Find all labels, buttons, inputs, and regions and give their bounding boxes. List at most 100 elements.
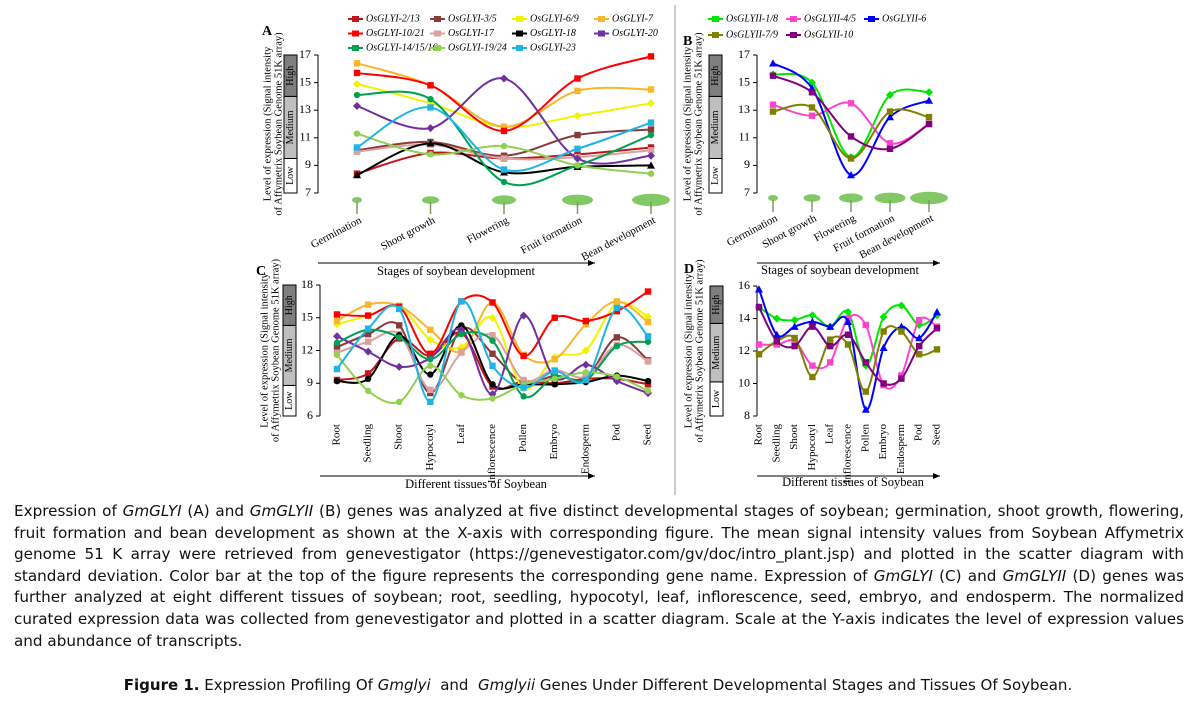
data-point (396, 398, 403, 406)
legend-label: OsGLYI-19/24 (448, 42, 507, 53)
data-point (647, 119, 655, 126)
data-point (808, 311, 817, 320)
data-point (880, 380, 887, 387)
y-axis-label: of Affymetrix Soybean Genome 51K array) (270, 258, 281, 442)
data-point (644, 312, 652, 321)
x-tick-label: Root (753, 424, 765, 445)
text-run: Figure 1. (123, 676, 200, 694)
legend-swatch-marker (434, 30, 441, 37)
data-point (844, 341, 852, 348)
level-band-label: Medium (710, 110, 721, 144)
data-point (647, 147, 655, 154)
text-run: Gmglyi (377, 676, 431, 694)
legend-swatch-marker (712, 32, 719, 38)
legend-label: OsGLYI-10/21 (366, 28, 425, 39)
series-line (356, 55, 652, 132)
legend-swatch-marker (790, 32, 797, 38)
y-tick-label: 16 (738, 278, 750, 292)
legend-swatch-marker (516, 16, 523, 22)
data-point (427, 82, 434, 89)
legend-label: OsGLYII-4/5 (804, 13, 856, 24)
legend-label: OsGLYI-14/15/16 (366, 42, 437, 53)
x-tick-label: Pod (610, 424, 622, 442)
data-point (333, 311, 341, 318)
text-run: (D) genes was further analyzed at eight … (14, 566, 1184, 650)
data-point (644, 381, 652, 388)
series-line (356, 83, 652, 129)
data-point (773, 338, 780, 345)
data-point (500, 155, 508, 162)
y-axis-label: of Affymetrix Soybean Genome 51K array) (273, 32, 284, 216)
data-point (427, 371, 434, 378)
data-point (647, 53, 655, 60)
y-tick-label: 12 (301, 342, 313, 356)
legend-label: OsGLYII-10 (804, 29, 853, 40)
data-point (333, 317, 341, 325)
data-point (582, 373, 589, 380)
legend-label: OsGLYI-23 (530, 42, 576, 53)
y-tick-label: 15 (299, 74, 311, 88)
data-point (581, 346, 590, 355)
data-point (396, 305, 403, 313)
data-point (364, 387, 372, 395)
data-point (844, 331, 852, 338)
data-point (582, 317, 589, 325)
data-point (353, 60, 361, 67)
legend-label: OsGLYII-7/9 (726, 29, 778, 40)
y-tick-label: 17 (738, 47, 750, 61)
y-tick-label: 12 (738, 343, 750, 357)
data-point (333, 339, 341, 347)
plant-icon (352, 197, 362, 203)
text-run: (A) and (181, 502, 250, 520)
data-point (500, 127, 508, 135)
x-tick-label: Shoot growth (379, 214, 438, 253)
data-point (886, 91, 894, 100)
data-point (827, 336, 834, 343)
x-axis-title: Different tissues of Soybean (782, 475, 925, 489)
data-point (574, 75, 581, 82)
y-axis-label: Level of expression (Signal intensity (682, 46, 693, 201)
plant-icon (492, 195, 516, 205)
data-point (647, 131, 655, 139)
data-point (573, 111, 582, 120)
data-point (827, 342, 834, 350)
y-tick-label: 11 (299, 130, 311, 144)
y-tick-label: 6 (307, 408, 313, 422)
x-tick-label: Seedling (770, 424, 782, 463)
data-point (769, 59, 777, 67)
data-point (574, 162, 581, 169)
data-point (808, 317, 817, 325)
level-band-label: High (284, 295, 295, 315)
data-point (827, 359, 834, 366)
text-run: and (430, 676, 478, 694)
text-run: Genes Under Different Developmental Stag… (535, 676, 1073, 694)
x-tick-label: Seed (642, 424, 654, 446)
data-point (488, 313, 497, 322)
data-point (489, 362, 496, 369)
data-point (582, 321, 589, 328)
y-axis-label: of Affymetrix Soybean Genome 51K array) (694, 259, 705, 443)
data-point (520, 384, 527, 391)
legend-swatch-marker (352, 30, 359, 37)
data-point (551, 375, 558, 383)
data-point (613, 342, 621, 350)
data-point (489, 299, 496, 306)
data-point (520, 376, 527, 384)
x-axis-title: Stages of soybean development (377, 264, 535, 278)
data-point (847, 133, 855, 140)
data-point (573, 154, 582, 163)
data-point (364, 301, 372, 308)
data-point (395, 362, 404, 371)
data-point (844, 317, 852, 325)
data-point (458, 349, 465, 356)
data-point (458, 298, 465, 305)
data-point (647, 161, 655, 169)
data-point (581, 360, 590, 369)
data-point (644, 333, 652, 340)
data-point (551, 314, 558, 321)
y-axis-label: Level of expression (Signal intensity (683, 273, 694, 428)
data-point (933, 346, 941, 353)
data-point (897, 301, 906, 310)
data-point (574, 131, 581, 139)
